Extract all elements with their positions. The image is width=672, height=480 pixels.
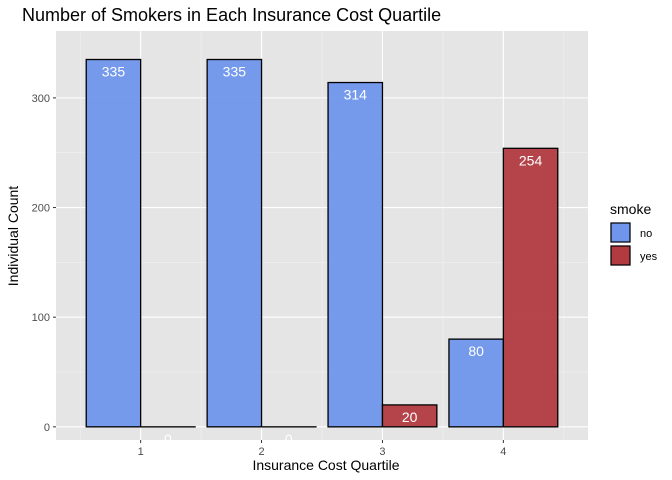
bar-label-yes-1: 0 [164,431,172,447]
x-tick-label: 1 [138,446,144,458]
bar-no-4 [448,338,505,428]
x-axis-title: Insurance Cost Quartile [252,457,399,473]
bar-label-no-3: 314 [344,87,368,103]
legend-items: no yes [610,222,658,266]
bar-label-no-4: 80 [468,343,484,359]
x-tick-label: 2 [258,446,264,458]
bar-label-no-2: 335 [223,64,247,80]
x-axis: 1 2 3 4 [138,440,506,458]
bar-label-yes-3: 20 [402,409,418,425]
x-tick-label: 4 [500,446,506,458]
legend-title: smoke [610,201,651,217]
bar-label-no-1: 335 [102,64,126,80]
bars [85,58,559,428]
bar-no-1 [85,58,142,428]
y-tick-label: 300 [32,93,50,105]
y-axis-title: Individual Count [5,186,21,287]
y-tick-label: 100 [32,312,50,324]
legend-key-no [610,222,631,243]
x-tick-label: 3 [379,446,385,458]
legend-label-yes: yes [640,251,658,263]
legend: smoke no yes [610,201,658,266]
chart-title: Number of Smokers in Each Insurance Cost… [22,5,441,25]
bar-label-yes-4: 254 [519,152,543,168]
bar-labels: 335 335 314 80 0 0 20 254 [102,64,543,447]
bar-yes-3 [381,404,438,428]
bar-no-2 [206,58,263,428]
y-tick-label: 200 [32,203,50,215]
bar-label-yes-2: 0 [285,431,293,447]
bar-no-3 [327,81,384,428]
y-tick-label: 0 [44,422,50,434]
legend-key-yes [610,245,631,266]
bar-yes-4 [502,147,559,428]
legend-label-no: no [640,228,652,240]
y-axis: 0 100 200 300 [32,93,56,434]
